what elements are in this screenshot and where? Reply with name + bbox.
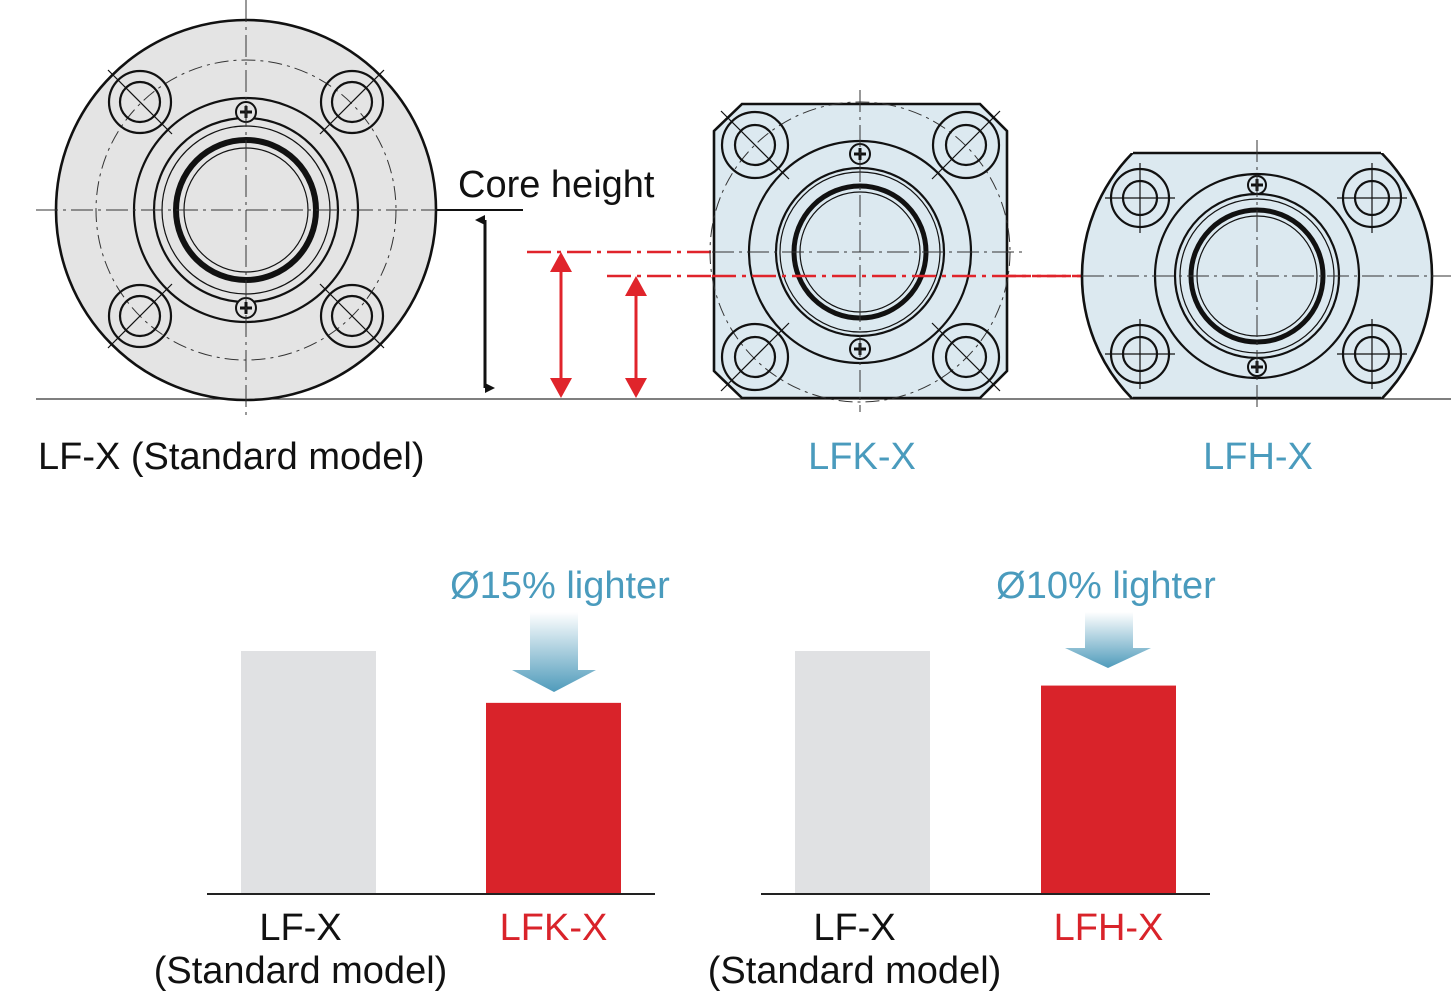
lfk-x-drawing [709,90,1082,412]
category-label: LF-X [259,907,341,949]
lfh-x-model-label: LFH-X [1203,436,1313,478]
lfh-core-height-arrow [625,276,647,398]
annotation-label: Ø15% lighter [450,565,670,607]
bolt-hole [107,69,385,349]
weight-chart-lfh: Ø10% lighter LF-X(Standard model) LFH-X [708,565,1216,992]
bar-standard [795,651,930,893]
bolt-hole [720,110,1001,392]
category-label: LFK-X [500,907,608,949]
lfk-x-model-label: LFK-X [808,436,916,478]
down-arrow-icon [1065,612,1151,668]
lfk-core-height-arrow [550,252,572,398]
category-label: (Standard model) [154,950,448,992]
down-arrow-icon [512,612,596,692]
lf-x-drawing [36,0,438,420]
weight-chart-lfk: Ø15% lighter LF-X(Standard model) LFK-X [154,565,670,992]
annotation-label: Ø10% lighter [996,565,1216,607]
category-label: (Standard model) [708,950,1002,992]
bar-new-model [486,702,621,893]
bar-new-model [1041,685,1176,893]
category-label: LF-X [813,907,895,949]
category-label: LFH-X [1054,907,1164,949]
bar-standard [241,651,376,893]
core-height-label: Core height [458,164,655,206]
bolt-hole [1105,163,1407,389]
lf-x-model-label: LF-X (Standard model) [38,436,425,478]
lfh-x-drawing [1080,140,1451,412]
